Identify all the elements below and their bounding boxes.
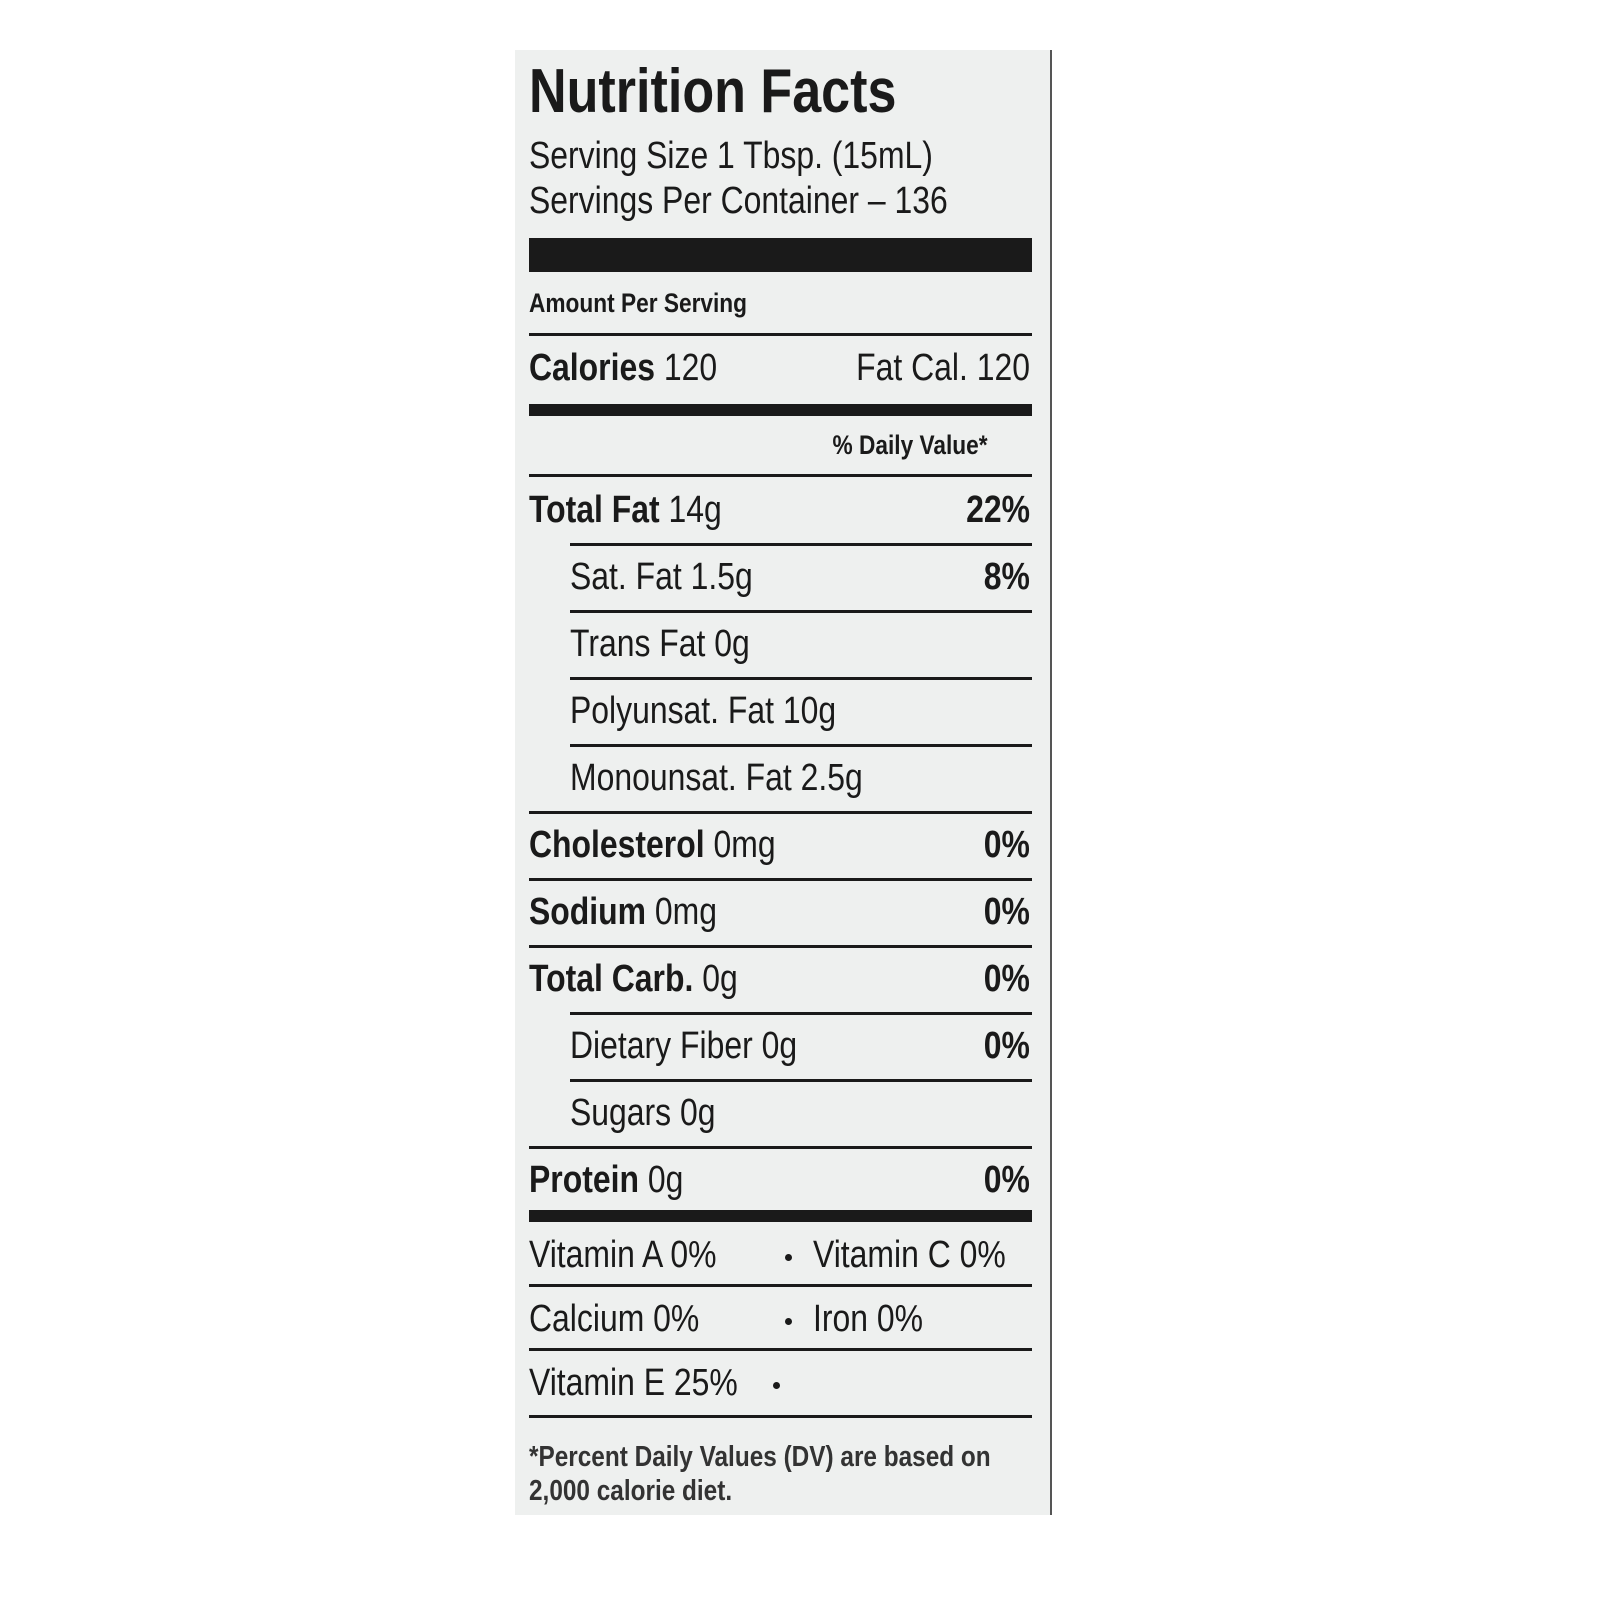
vitamin: Vitamin E 25% [529,1364,738,1402]
nutrient: Sodium 0mg [529,893,717,931]
daily-value: 0% [984,826,1030,864]
text: 22% [966,489,1030,532]
daily-value: 0% [984,893,1030,931]
text: Dietary Fiber 0g [570,1025,798,1068]
text: Vitamin E 25% [529,1362,738,1405]
rule [570,677,1032,680]
sub-nutrient: Dietary Fiber 0g [570,1027,797,1065]
bullet [785,1254,792,1261]
vitamin: Iron 0% [813,1300,923,1338]
text: Monounsat. Fat 2.5g [570,757,863,800]
rule [529,1348,1032,1351]
text: % Daily Value* [832,430,988,461]
daily-value: 22% [966,491,1030,529]
text: Amount Per Serving [529,288,748,319]
text: Sugars 0g [570,1092,716,1135]
bullet [785,1318,792,1325]
vitamin: Vitamin A 0% [529,1236,717,1274]
text: Calcium 0% [529,1298,700,1341]
text: Iron 0% [813,1298,924,1341]
text: *Percent Daily Values (DV) are based on … [529,1441,991,1507]
rule [529,945,1032,948]
vitamin: Calcium 0% [529,1300,699,1338]
rule [529,404,1032,416]
nutrient: Total Carb. 0g [529,960,738,998]
rule [570,1079,1032,1082]
text: 0g [702,958,738,1001]
text: Serving Size 1 Tbsp. (15mL) [529,135,933,178]
rule [529,474,1032,477]
text: Total Carb. [529,958,694,1001]
text: 0% [983,958,1030,1001]
text: Protein [529,1159,639,1202]
text: 120 [663,347,718,390]
nutrition-label: Nutrition Facts Serving Size 1 Tbsp. (15m… [515,50,1052,1515]
text: 0% [983,1025,1030,1068]
text: Sat. Fat 1.5g [570,556,753,599]
servings-per-container: Servings Per Container – 136 [529,182,948,220]
text: 14g [668,489,722,532]
vitamin: Vitamin C 0% [813,1236,1006,1274]
sub-nutrient: Sugars 0g [570,1094,716,1132]
daily-value: 0% [984,960,1030,998]
sub-nutrient: Sat. Fat 1.5g [570,558,753,596]
calories: Calories 120 [529,349,717,387]
rule [570,1012,1032,1015]
daily-value: 8% [984,558,1030,596]
rule [570,610,1032,613]
text: 0g [647,1159,684,1202]
sub-nutrient: Trans Fat 0g [570,625,750,663]
serving-size: Serving Size 1 Tbsp. (15mL) [529,137,933,175]
text: 0% [983,891,1030,934]
rule [529,811,1032,814]
rule [529,333,1032,336]
text: 0mg [713,824,776,867]
rule [529,1415,1032,1418]
text: Nutrition Facts [529,56,897,126]
rule [529,1284,1032,1287]
rule [529,878,1032,881]
text: Vitamin A 0% [529,1234,717,1277]
daily-value: 0% [984,1027,1030,1065]
title: Nutrition Facts [529,60,896,123]
daily-value: 0% [984,1161,1030,1199]
rule [529,238,1032,272]
bullet [773,1382,780,1389]
text: 0% [983,824,1030,867]
text: Fat Cal. 120 [856,347,1030,390]
text: 0mg [654,891,718,934]
fat-calories: Fat Cal. 120 [856,349,1030,387]
text: Cholesterol [529,824,705,867]
text: Vitamin C 0% [813,1234,1006,1277]
sub-nutrient: Monounsat. Fat 2.5g [570,759,863,797]
rule [529,1210,1032,1222]
rule [529,1146,1032,1149]
text: Trans Fat 0g [570,623,750,666]
daily-value-header: % Daily Value* [833,432,988,459]
text: Sodium [529,891,647,934]
nutrient: Cholesterol 0mg [529,826,776,864]
text: Total Fat [529,489,660,532]
rule [570,543,1032,546]
text: Polyunsat. Fat 10g [570,690,837,733]
text: 8% [983,556,1030,599]
rule [570,744,1032,747]
nutrient: Total Fat 14g [529,491,722,529]
text: Servings Per Container – 136 [529,180,948,223]
sub-nutrient: Polyunsat. Fat 10g [570,692,836,730]
nutrient: Protein 0g [529,1161,683,1199]
amount-per-serving: Amount Per Serving [529,290,747,317]
text: 0% [983,1159,1030,1202]
text: Calories [529,347,655,390]
footnote: *Percent Daily Values (DV) are based on … [529,1440,1016,1508]
